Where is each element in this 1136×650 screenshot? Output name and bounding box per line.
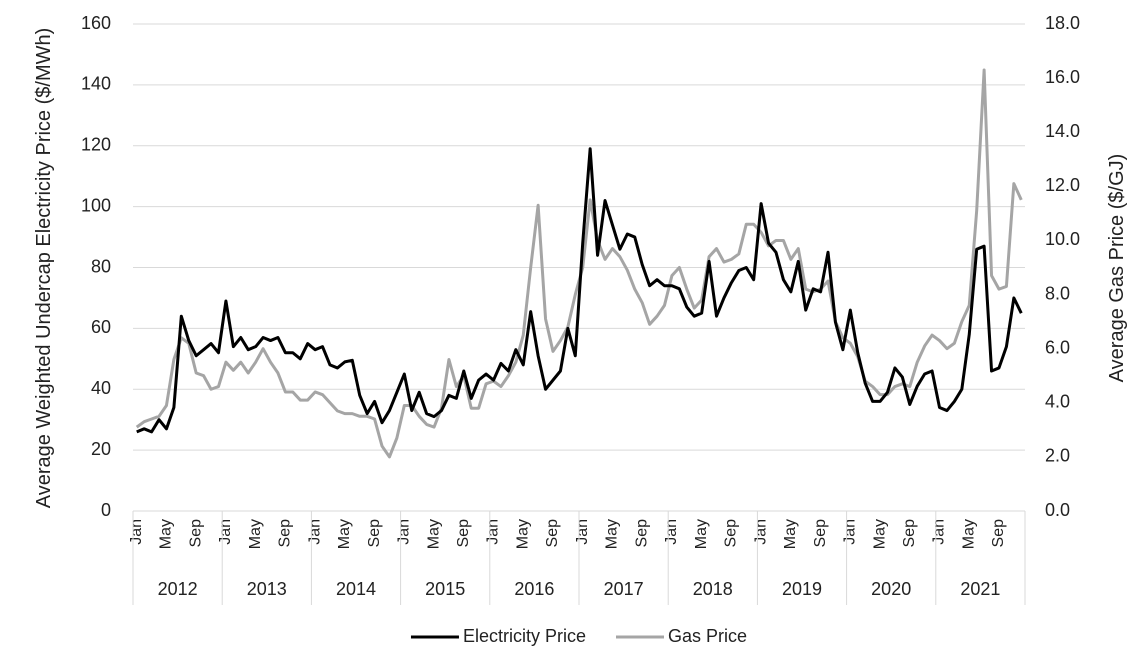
year-label: 2014 <box>336 579 376 599</box>
y2-tick-label: 2.0 <box>1045 446 1070 466</box>
series-line <box>135 68 1023 459</box>
legend-label: Gas Price <box>668 626 747 646</box>
y-tick-label: 60 <box>91 317 111 337</box>
y-tick-label: 20 <box>91 439 111 459</box>
x-tick-label: Sep <box>723 519 740 548</box>
x-tick-label: May <box>247 519 264 549</box>
year-label: 2015 <box>425 579 465 599</box>
y2-tick-label: 16.0 <box>1045 67 1080 87</box>
x-tick-label: Jan <box>306 519 323 545</box>
y2-tick-label: 12.0 <box>1045 175 1080 195</box>
x-tick-label: Jan <box>396 519 413 545</box>
year-label: 2013 <box>247 579 287 599</box>
x-tick-label: Sep <box>633 519 650 548</box>
x-tick-label: Sep <box>812 519 829 548</box>
year-label: 2021 <box>960 579 1000 599</box>
y2-axis-title: Average Gas Price ($/GJ) <box>1106 153 1128 383</box>
y-tick-label: 0 <box>101 500 111 520</box>
x-tick-label: Sep <box>544 519 561 548</box>
year-label: 2019 <box>782 579 822 599</box>
x-tick-label: Sep <box>366 519 383 548</box>
x-tick-label: Sep <box>990 519 1007 548</box>
x-tick-label: Sep <box>277 519 294 548</box>
x-tick-label: Jan <box>931 519 948 545</box>
x-tick-label: May <box>960 519 977 549</box>
x-tick-label: Jan <box>485 519 502 545</box>
year-label: 2016 <box>514 579 554 599</box>
x-tick-label: May <box>782 519 799 549</box>
x-tick-label: May <box>336 519 353 549</box>
y2-tick-label: 6.0 <box>1045 337 1070 357</box>
x-tick-label: Sep <box>901 519 918 548</box>
y2-tick-label: 14.0 <box>1045 121 1080 141</box>
y2-tick-label: 18.0 <box>1045 13 1080 33</box>
x-tick-label: Jan <box>128 519 145 545</box>
x-tick-label: Jan <box>752 519 769 545</box>
year-label: 2018 <box>693 579 733 599</box>
x-tick-label: May <box>693 519 710 549</box>
y-tick-label: 120 <box>81 135 111 155</box>
y2-tick-label: 0.0 <box>1045 500 1070 520</box>
year-label: 2012 <box>158 579 198 599</box>
y2-tick-label: 10.0 <box>1045 229 1080 249</box>
legend-label: Electricity Price <box>463 626 586 646</box>
x-tick-label: Sep <box>455 519 472 548</box>
y-axis-title: Average Weighted Undercap Electricity Pr… <box>33 27 55 509</box>
x-tick-label: May <box>604 519 621 549</box>
y-tick-label: 160 <box>81 13 111 33</box>
year-label: 2017 <box>604 579 644 599</box>
x-tick-label: May <box>425 519 442 549</box>
y-tick-label: 80 <box>91 256 111 276</box>
x-tick-label: May <box>158 519 175 549</box>
y-tick-label: 140 <box>81 74 111 94</box>
y2-tick-label: 4.0 <box>1045 392 1070 412</box>
x-tick-label: May <box>514 519 531 549</box>
y-tick-label: 40 <box>91 378 111 398</box>
series-line <box>136 147 1023 434</box>
year-label: 2020 <box>871 579 911 599</box>
x-tick-label: Jan <box>842 519 859 545</box>
y2-tick-label: 8.0 <box>1045 283 1070 303</box>
x-tick-label: Jan <box>574 519 591 545</box>
y-tick-label: 100 <box>81 195 111 215</box>
x-tick-label: May <box>871 519 888 549</box>
x-tick-label: Jan <box>663 519 680 545</box>
x-tick-label: Sep <box>187 519 204 548</box>
x-tick-label: Jan <box>217 519 234 545</box>
